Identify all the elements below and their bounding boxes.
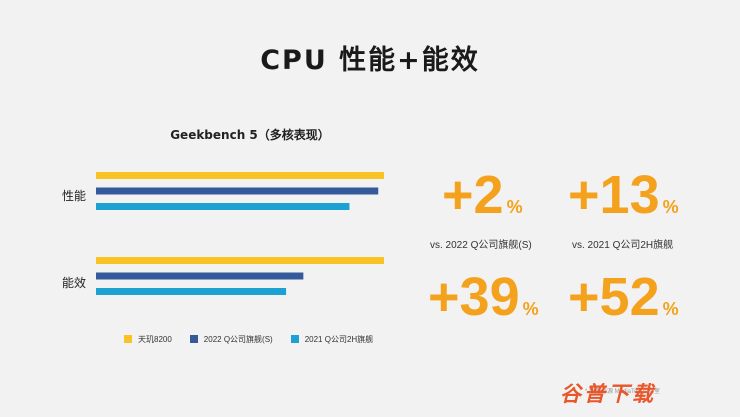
perf-vs-2022-number: +2	[442, 165, 504, 225]
legend-swatch	[124, 335, 132, 343]
bar	[96, 257, 384, 264]
footnote: * 数据来源 MediaTek 实验室	[585, 389, 661, 395]
perf-vs-2021-unit: %	[662, 197, 679, 217]
eff-vs-2021-unit: %	[662, 299, 679, 319]
vs-2021-caption: vs. 2021 Q公司2H旗舰	[572, 240, 674, 251]
perf-vs-2022-value: +2%	[442, 168, 523, 222]
legend-item: 天玑8200	[124, 334, 172, 345]
bar	[96, 272, 304, 280]
perf-vs-2021-value: +13%	[568, 168, 679, 222]
bar	[96, 187, 379, 195]
eff-vs-2022-number: +39	[428, 267, 520, 327]
legend-label: 2021 Q公司2H旗舰	[304, 334, 374, 344]
legend-item: 2022 Q公司旗舰(S)	[189, 334, 273, 345]
vs-2022-caption: vs. 2022 Q公司旗舰(S)	[430, 240, 532, 251]
chart-legend: 天玑8200 2022 Q公司旗舰(S) 2021 Q公司2H旗舰	[124, 332, 373, 346]
eff-vs-2022-unit: %	[522, 299, 539, 319]
bar	[96, 172, 384, 179]
legend-swatch	[189, 335, 198, 343]
page-title: CPU 性能+能效	[260, 45, 480, 76]
eff-vs-2021-number: +52	[568, 267, 660, 327]
legend-label: 2022 Q公司旗舰(S)	[203, 334, 273, 344]
category-label: 能效	[62, 275, 86, 290]
eff-vs-2022-value: +39%	[428, 270, 539, 324]
bar	[96, 203, 350, 210]
chart-title: Geekbench 5（多核表现）	[170, 128, 330, 142]
legend-item: 2021 Q公司2H旗舰	[290, 334, 374, 345]
category-label: 性能	[62, 189, 86, 203]
legend-swatch	[290, 335, 299, 343]
watermark-logo: 谷普下载	[560, 382, 656, 406]
bar	[96, 288, 287, 295]
perf-vs-2022-unit: %	[506, 197, 523, 217]
eff-vs-2021-value: +52%	[568, 270, 679, 324]
legend-label: 天玑8200	[138, 334, 172, 344]
perf-vs-2021-number: +13	[568, 165, 660, 225]
